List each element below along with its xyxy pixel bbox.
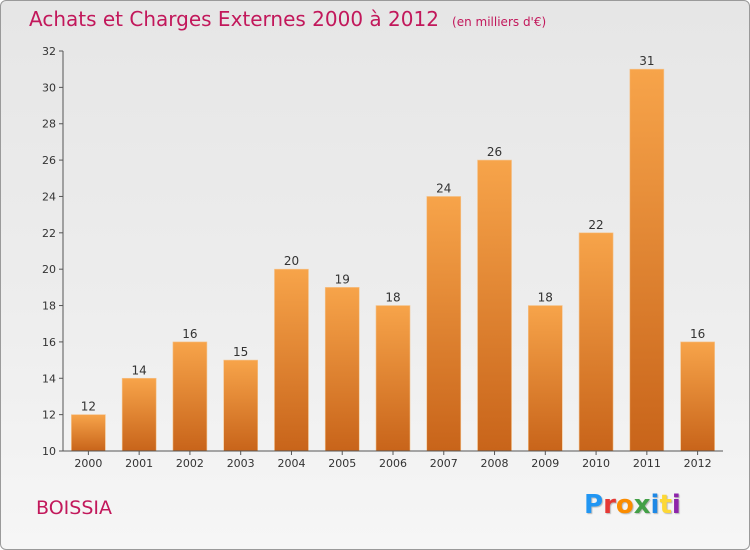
data-label: 12	[81, 400, 96, 414]
bar	[375, 305, 411, 452]
logo-letter: r	[603, 490, 616, 520]
y-tick-label: 22	[42, 227, 56, 240]
chart-subtitle: (en milliers d'€)	[452, 15, 547, 29]
bar	[172, 341, 208, 452]
y-tick-label: 14	[42, 372, 56, 385]
bar	[324, 287, 360, 452]
logo-letter: P	[584, 490, 604, 520]
data-label: 14	[132, 363, 147, 377]
y-tick-label: 12	[42, 409, 56, 422]
y-tick-label: 28	[42, 118, 56, 131]
data-label: 26	[487, 145, 502, 159]
y-tick-label: 30	[42, 81, 56, 94]
chart-title: Achats et Charges Externes 2000 à 2012	[29, 7, 439, 31]
x-tick-label: 2006	[379, 457, 407, 470]
x-tick-label: 2002	[176, 457, 204, 470]
data-label: 24	[436, 181, 451, 195]
data-label: 18	[385, 291, 400, 305]
y-tick-label: 20	[42, 263, 56, 276]
data-label: 18	[538, 291, 553, 305]
data-labels-layer: 12 14 16 15 20 19 18 24 26 18 22 31 16	[81, 54, 706, 413]
logo-letter: t	[659, 490, 672, 520]
y-tick-label: 18	[42, 300, 56, 313]
data-label: 16	[690, 327, 705, 341]
proxiti-logo: Proxiti	[584, 490, 681, 520]
y-tick-label: 16	[42, 336, 56, 349]
axis-layer: 10 12 14 16 18 20 22 24 26 28 30 32 2000 2001 2002 2003…	[42, 45, 723, 470]
bar	[121, 377, 157, 452]
bar	[274, 268, 309, 452]
bar	[477, 159, 512, 452]
bar	[71, 414, 106, 452]
logo-letter: i	[650, 490, 660, 520]
data-label: 20	[284, 254, 299, 268]
bar	[578, 232, 614, 452]
y-tick-label: 10	[42, 445, 56, 458]
logo-letter: x	[633, 490, 651, 520]
bar	[680, 341, 715, 452]
x-tick-label: 2008	[481, 457, 509, 470]
data-label: 19	[335, 272, 350, 286]
data-label: 31	[639, 54, 654, 68]
data-label: 22	[588, 218, 603, 232]
x-tick-label: 2011	[633, 457, 661, 470]
x-tick-label: 2005	[328, 457, 356, 470]
x-tick-label: 2007	[430, 457, 458, 470]
bar	[629, 68, 665, 452]
y-tick-label: 24	[42, 190, 56, 203]
x-tick-label: 2001	[125, 457, 153, 470]
bar	[528, 305, 563, 452]
x-tick-label: 2000	[74, 457, 102, 470]
logo-letter: i	[671, 490, 681, 520]
x-tick-label: 2010	[582, 457, 610, 470]
x-tick-label: 2003	[227, 457, 255, 470]
bars-layer	[71, 68, 715, 452]
bar	[426, 196, 462, 452]
y-tick-label: 32	[42, 45, 56, 58]
x-tick-label: 2012	[684, 457, 712, 470]
logo-letter: o	[615, 490, 634, 520]
data-label: 15	[233, 345, 248, 359]
city-name: BOISSIA	[36, 497, 112, 519]
data-label: 16	[182, 327, 197, 341]
x-tick-label: 2004	[277, 457, 305, 470]
y-tick-label: 26	[42, 154, 56, 167]
x-tick-label: 2009	[531, 457, 559, 470]
bar	[223, 359, 258, 452]
title-block: Achats et Charges Externes 2000 à 2012 (…	[29, 7, 546, 31]
